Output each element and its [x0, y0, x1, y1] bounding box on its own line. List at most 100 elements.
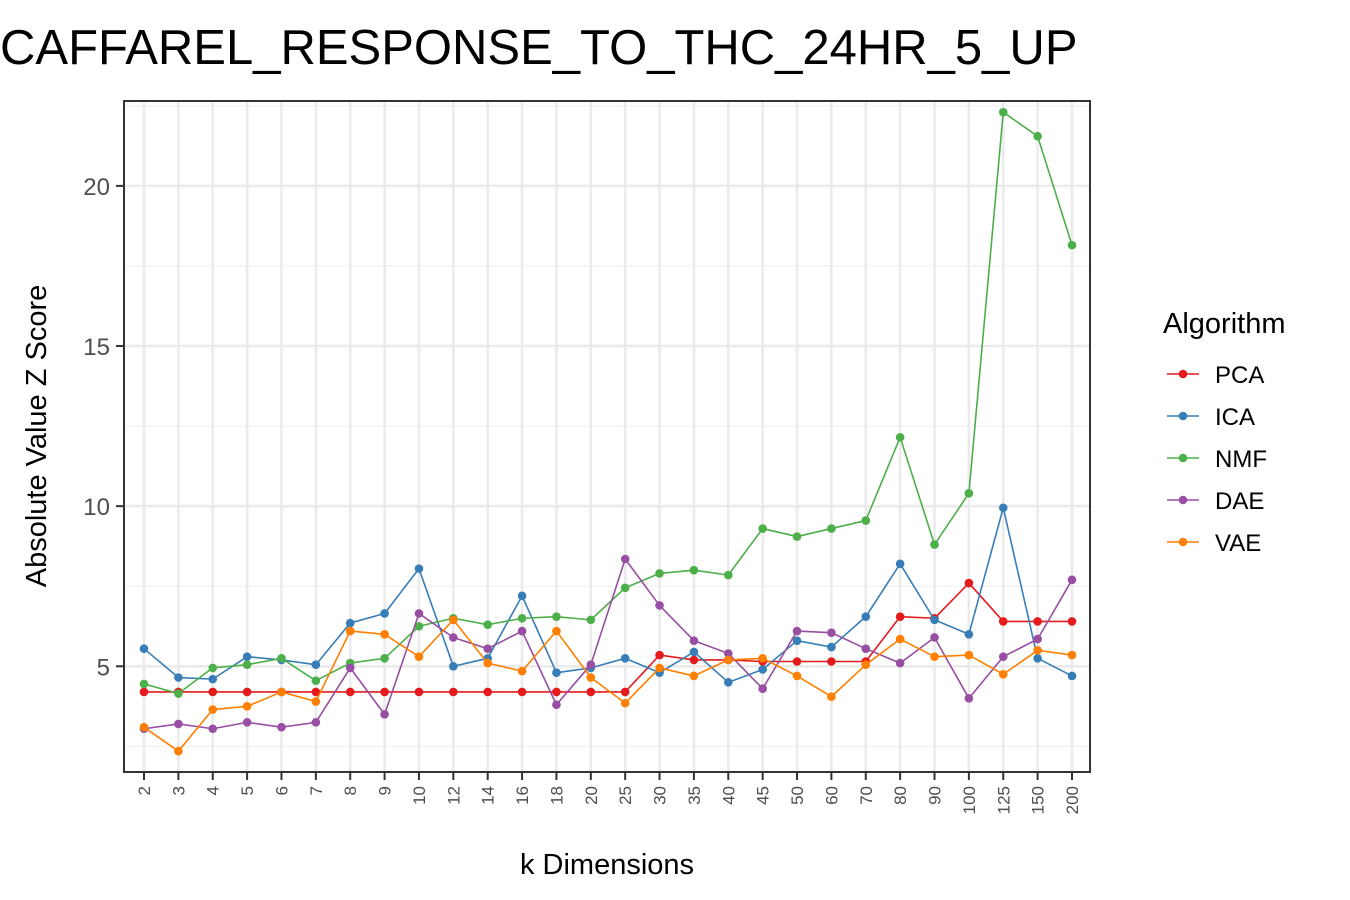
data-point-vae-60	[827, 692, 836, 702]
data-point-pca-25	[620, 687, 630, 697]
legend: Algorithm PCA ICA NMF DAE VAE	[1163, 308, 1286, 557]
data-point-pca-125	[998, 617, 1008, 626]
legend-key-point-ica	[1178, 411, 1188, 421]
x-tick-label-22: 80	[891, 786, 910, 805]
y-axis-label: Absolute Value Z Score	[21, 285, 53, 588]
y-tick-label-2: 15	[83, 334, 110, 361]
data-point-nmf-60	[827, 524, 836, 533]
data-point-vae-50	[792, 671, 802, 681]
x-tick-label-11: 16	[513, 786, 532, 805]
plot-panel	[124, 101, 1090, 772]
data-point-ica-10	[414, 564, 424, 573]
data-point-vae-35	[689, 671, 699, 681]
data-point-vae-25	[620, 698, 630, 708]
data-point-pca-9	[380, 687, 389, 697]
data-point-vae-9	[380, 629, 389, 639]
legend-key-point-nmf	[1178, 453, 1188, 463]
data-point-dae-9	[380, 710, 389, 719]
data-point-dae-100	[964, 694, 974, 703]
data-point-pca-8	[345, 687, 355, 697]
data-point-dae-7	[311, 718, 321, 727]
data-point-nmf-14	[483, 620, 493, 629]
data-point-vae-80	[895, 634, 905, 644]
legend-items: PCA ICA NMF DAE VAE	[1167, 362, 1267, 557]
y-tick-label-0: 5	[97, 654, 110, 681]
data-point-vae-200	[1067, 650, 1077, 660]
data-point-dae-150	[1033, 634, 1042, 644]
data-point-pca-20	[586, 687, 596, 697]
data-point-pca-35	[689, 655, 699, 665]
x-tick-label-5: 7	[307, 786, 326, 795]
data-point-dae-80	[895, 658, 905, 668]
data-point-nmf-35	[689, 565, 699, 575]
data-point-nmf-7	[311, 676, 321, 686]
data-point-nmf-20	[586, 615, 596, 625]
data-point-nmf-5	[242, 660, 252, 670]
series-nmf	[139, 107, 1077, 698]
data-point-ica-35	[689, 647, 699, 657]
data-point-dae-30	[655, 601, 664, 610]
data-point-nmf-70	[861, 516, 871, 525]
data-point-vae-20	[586, 673, 596, 682]
data-point-nmf-125	[998, 107, 1008, 117]
data-point-nmf-25	[620, 583, 630, 593]
legend-item-pca: PCA	[1167, 362, 1264, 389]
data-point-vae-14	[483, 658, 493, 668]
x-tick-label-2: 4	[204, 786, 223, 795]
data-point-vae-90	[930, 652, 939, 661]
legend-key-point-vae	[1178, 537, 1188, 547]
data-point-vae-4	[208, 705, 218, 714]
data-point-pca-7	[311, 687, 321, 697]
data-point-dae-35	[689, 636, 699, 645]
data-point-pca-30	[655, 650, 664, 660]
x-tick-label-3: 5	[238, 786, 257, 795]
x-tick-label-10: 14	[479, 786, 498, 805]
data-point-ica-12	[449, 662, 458, 671]
data-point-nmf-30	[655, 569, 664, 578]
data-point-nmf-100	[964, 489, 974, 498]
data-point-nmf-4	[208, 663, 218, 673]
data-point-ica-16	[517, 591, 527, 601]
y-axis: 5 10 15 20	[83, 174, 124, 681]
x-tick-label-12: 18	[547, 786, 566, 805]
data-point-ica-60	[827, 642, 836, 652]
data-point-vae-16	[517, 666, 527, 676]
data-point-pca-60	[827, 657, 836, 666]
data-point-vae-3	[174, 746, 183, 756]
data-point-ica-125	[998, 503, 1008, 513]
y-tick-label-3: 20	[83, 174, 110, 201]
legend-title: Algorithm	[1163, 308, 1286, 340]
data-point-pca-10	[414, 687, 424, 697]
data-point-nmf-45	[758, 524, 767, 533]
data-point-nmf-16	[517, 613, 527, 623]
x-tick-label-6: 8	[341, 786, 360, 795]
data-point-ica-40	[723, 678, 733, 687]
minor-grid-lines	[124, 105, 1090, 748]
x-tick-label-23: 90	[926, 786, 945, 805]
data-point-pca-18	[552, 687, 561, 697]
data-point-dae-10	[414, 609, 424, 618]
x-tick-label-1: 3	[169, 786, 188, 795]
x-axis-label: k Dimensions	[520, 849, 694, 881]
data-point-vae-5	[242, 702, 252, 711]
data-point-pca-200	[1067, 617, 1077, 626]
x-tick-label-9: 12	[444, 786, 463, 805]
series-line-vae	[143, 619, 1073, 752]
data-point-dae-50	[792, 626, 802, 636]
x-axis: 2 3 4 5 6 7 8 9 10 12 14 16 18 20 25 30 35 40 45 50 60 70 80 90…	[135, 772, 1082, 814]
data-point-pca-100	[964, 578, 974, 588]
data-point-ica-2	[139, 644, 149, 653]
data-point-pca-80	[895, 612, 905, 621]
x-tick-label-15: 30	[651, 786, 670, 805]
x-tick-label-19: 50	[788, 786, 807, 805]
data-point-vae-10	[414, 652, 424, 661]
data-point-ica-7	[311, 660, 321, 670]
data-point-nmf-90	[930, 540, 939, 549]
legend-label-vae: VAE	[1215, 530, 1261, 557]
x-tick-label-14: 25	[616, 786, 635, 805]
series-line-dae	[143, 558, 1073, 730]
data-point-dae-60	[827, 628, 836, 637]
data-point-pca-4	[208, 687, 218, 697]
